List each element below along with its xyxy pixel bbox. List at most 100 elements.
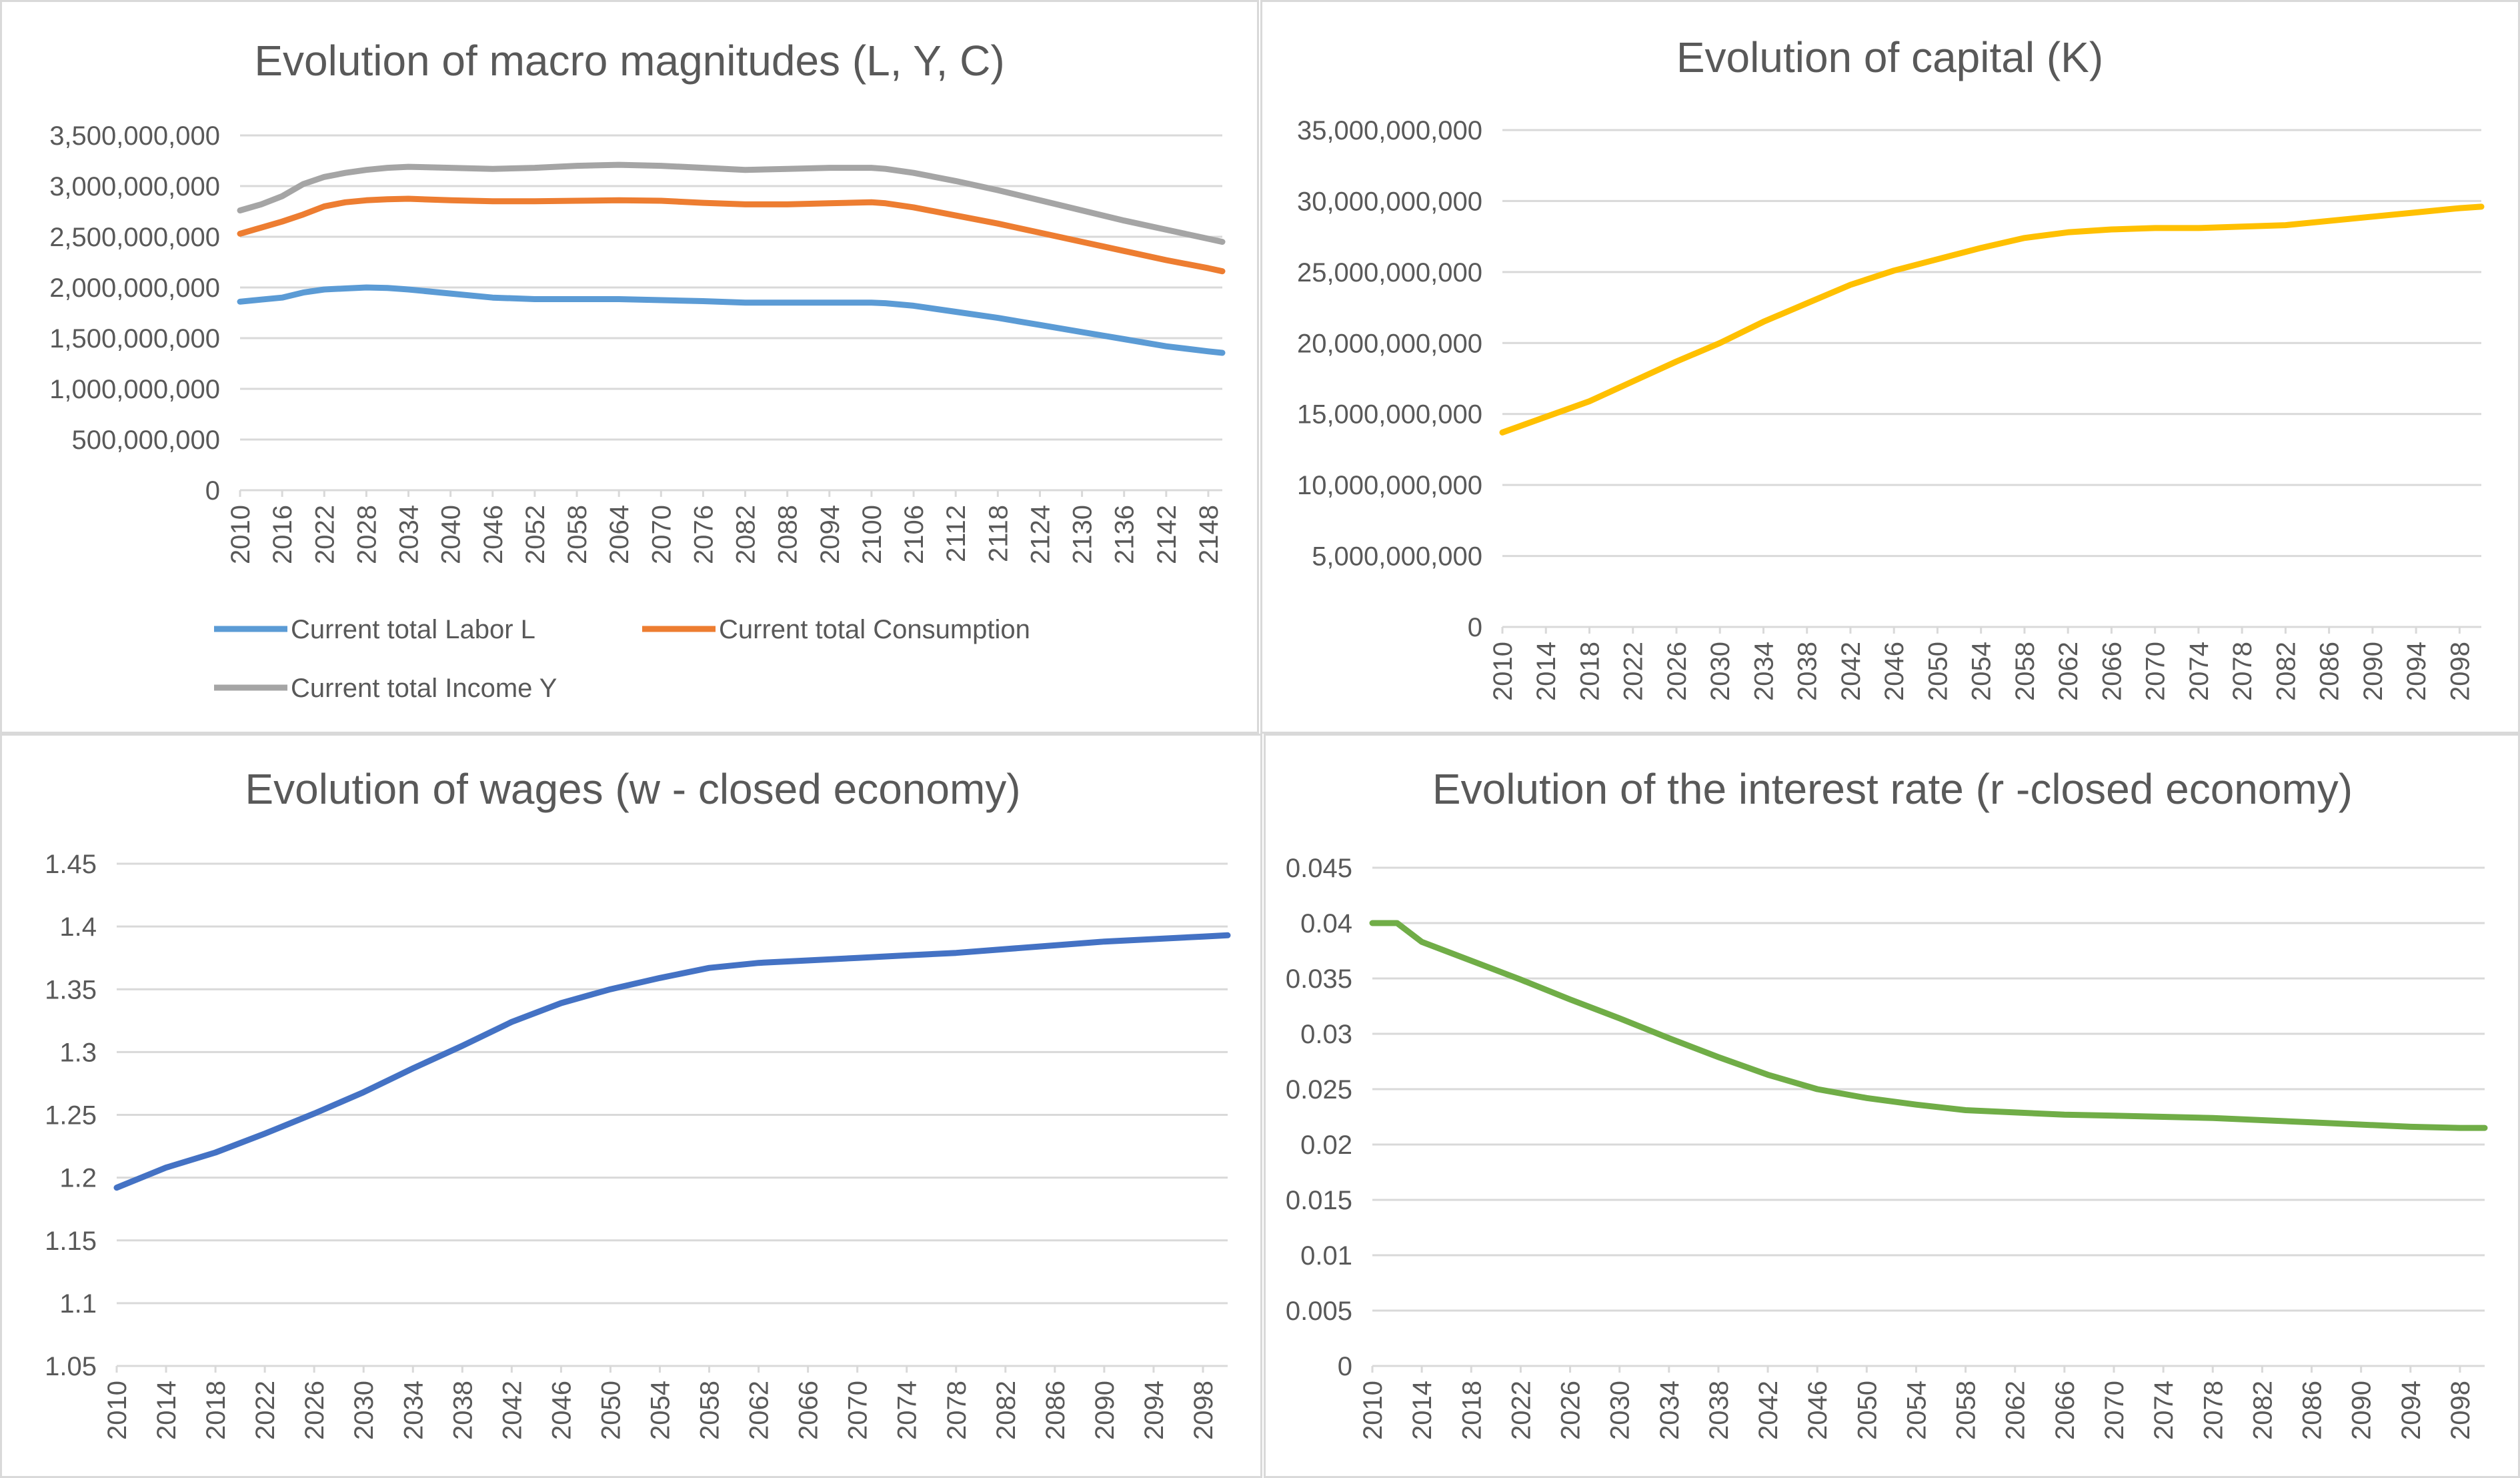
- x-tick-label: 2034: [1749, 642, 1778, 701]
- legend: Current total Labor L Current total Consu…: [214, 615, 1030, 703]
- y-tick-label: 0.025: [1286, 1075, 1352, 1104]
- y-tick-label: 5,000,000,000: [1312, 542, 1482, 572]
- y-tick-label: 1.05: [45, 1352, 97, 1381]
- x-tick-label: 2094: [2402, 642, 2431, 701]
- series-line: [1369, 920, 2488, 1131]
- x-tick-label: 2038: [448, 1381, 477, 1440]
- chart-title: Evolution of the interest rate (r -close…: [1432, 765, 2353, 813]
- x-tick-label: 2058: [1952, 1381, 1981, 1440]
- y-tick-label: 0.03: [1300, 1020, 1352, 1049]
- x-tick-label: 2136: [1110, 505, 1140, 564]
- chart-panel-capital: Evolution of capital (K) 0 5,000,000,000 1…: [1260, 0, 2520, 734]
- x-tick-label: 2070: [844, 1381, 873, 1440]
- x-tick-label: 2046: [1880, 642, 1909, 701]
- plot-area: 0 0.005 0.01 0.015 0.02 0.025 0.03 0.035 0.04 0.0…: [1286, 854, 2488, 1440]
- x-tick-label: 2030: [1606, 1381, 1635, 1440]
- x-tick-label: 2074: [893, 1381, 922, 1440]
- chart-title: Evolution of macro magnitudes (L, Y, C): [254, 37, 1004, 85]
- y-tick-label: 1.3: [59, 1038, 97, 1067]
- y-tick-label: 2,000,000,000: [49, 273, 220, 303]
- x-tick-label: 2078: [2199, 1381, 2228, 1440]
- x-tick-label: 2130: [1068, 505, 1098, 564]
- x-tick-label: 2010: [1358, 1381, 1388, 1440]
- x-tick-label: 2082: [2248, 1381, 2277, 1440]
- x-tick-label: 2034: [1655, 1381, 1684, 1440]
- x-tick-label: 2038: [1793, 642, 1822, 701]
- legend-label: Current total Income Y: [291, 674, 557, 703]
- y-tick-label: 3,500,000,000: [49, 121, 220, 151]
- x-tick-label: 2074: [2149, 1381, 2179, 1440]
- y-tick-label: 2,500,000,000: [49, 223, 220, 252]
- x-tick-label: 2040: [437, 505, 466, 564]
- x-tick-label: 2082: [732, 505, 761, 564]
- x-tick-label: 2046: [547, 1381, 576, 1440]
- y-tick-label: 1.2: [59, 1164, 97, 1193]
- x-tick-label: 2148: [1194, 505, 1224, 564]
- x-tick-label: 2022: [1506, 1381, 1536, 1440]
- x-tick-label: 2026: [1662, 642, 1692, 701]
- x-tick-label: 2046: [1803, 1381, 1832, 1440]
- x-tick-label: 2070: [647, 505, 676, 564]
- x-tick-label: 2112: [942, 505, 971, 562]
- x-tick-label: 2010: [1488, 642, 1518, 701]
- x-tick-label: 2078: [942, 1381, 972, 1440]
- x-tick-label: 2014: [152, 1381, 181, 1440]
- x-tick-label: 2050: [1852, 1381, 1882, 1440]
- chart-panel-wages: Evolution of wages (w - closed economy) …: [0, 734, 1262, 1478]
- x-tick-label: 2098: [2445, 642, 2475, 701]
- x-tick-label: 2142: [1152, 505, 1182, 564]
- y-tick-label: 25,000,000,000: [1297, 258, 1482, 287]
- x-tick-label: 2010: [226, 505, 255, 564]
- x-tick-label: 2052: [521, 505, 550, 564]
- series-line: [237, 195, 1226, 275]
- y-tick-label: 30,000,000,000: [1297, 187, 1482, 216]
- y-tick-label: 1.15: [45, 1227, 97, 1256]
- legend-label: Current total Consumption: [719, 615, 1030, 644]
- x-tick-label: 2094: [816, 505, 845, 564]
- series-line: [1499, 203, 2485, 436]
- y-tick-label: 1.25: [45, 1101, 97, 1131]
- x-tick-label: 2076: [689, 505, 718, 564]
- x-tick-label: 2058: [696, 1381, 725, 1440]
- x-tick-label: 2086: [1041, 1381, 1070, 1440]
- chart-panel-interest-rate: Evolution of the interest rate (r -close…: [1264, 734, 2520, 1478]
- x-tick-label: 2016: [268, 505, 297, 564]
- x-tick-label: 2058: [2011, 642, 2040, 701]
- y-tick-label: 10,000,000,000: [1297, 471, 1482, 500]
- y-tick-label: 1.45: [45, 850, 97, 879]
- x-tick-label: 2094: [2397, 1381, 2426, 1440]
- x-tick-label: 2070: [2100, 1381, 2129, 1440]
- x-tick-label: 2050: [596, 1381, 625, 1440]
- plot-area: 0 500,000,000 1,000,000,000 1,500,000,000 2,…: [49, 121, 1226, 564]
- x-tick-label: 2124: [1026, 505, 1055, 564]
- x-tick-label: 2026: [1556, 1381, 1586, 1440]
- x-tick-label: 2090: [2359, 642, 2388, 701]
- chart-panel-macro-magnitudes: Evolution of macro magnitudes (L, Y, C) …: [0, 0, 1259, 734]
- y-tick-label: 1,500,000,000: [49, 324, 220, 353]
- y-tick-label: 1.4: [59, 912, 97, 942]
- x-tick-label: 2082: [992, 1381, 1021, 1440]
- y-tick-label: 0.04: [1300, 909, 1352, 938]
- y-tick-label: 500,000,000: [72, 426, 220, 455]
- y-tick-label: 1.1: [59, 1289, 97, 1319]
- y-tick-label: 0: [1468, 613, 1482, 642]
- series-line: [113, 932, 1231, 1191]
- x-tick-label: 2034: [395, 505, 424, 564]
- y-tick-label: 0.035: [1286, 964, 1352, 994]
- macro-magnitudes-chart: Evolution of macro magnitudes (L, Y, C) …: [49, 37, 1226, 703]
- x-tick-label: 2022: [251, 1381, 280, 1440]
- y-tick-label: 20,000,000,000: [1297, 329, 1482, 358]
- y-tick-label: 35,000,000,000: [1297, 116, 1482, 145]
- y-tick-label: 0.045: [1286, 854, 1352, 883]
- x-tick-label: 2010: [103, 1381, 132, 1440]
- x-tick-label: 2022: [1619, 642, 1648, 701]
- x-tick-label: 2042: [1836, 642, 1866, 701]
- y-tick-label: 3,000,000,000: [49, 172, 220, 201]
- y-tick-label: 0.01: [1300, 1241, 1352, 1271]
- x-tick-label: 2066: [2051, 1381, 2080, 1440]
- x-tick-label: 2090: [2347, 1381, 2377, 1440]
- y-tick-label: 0: [205, 476, 220, 506]
- x-tick-label: 2054: [1967, 642, 1997, 701]
- x-tick-label: 2066: [2097, 642, 2127, 701]
- x-tick-label: 2086: [2315, 642, 2345, 701]
